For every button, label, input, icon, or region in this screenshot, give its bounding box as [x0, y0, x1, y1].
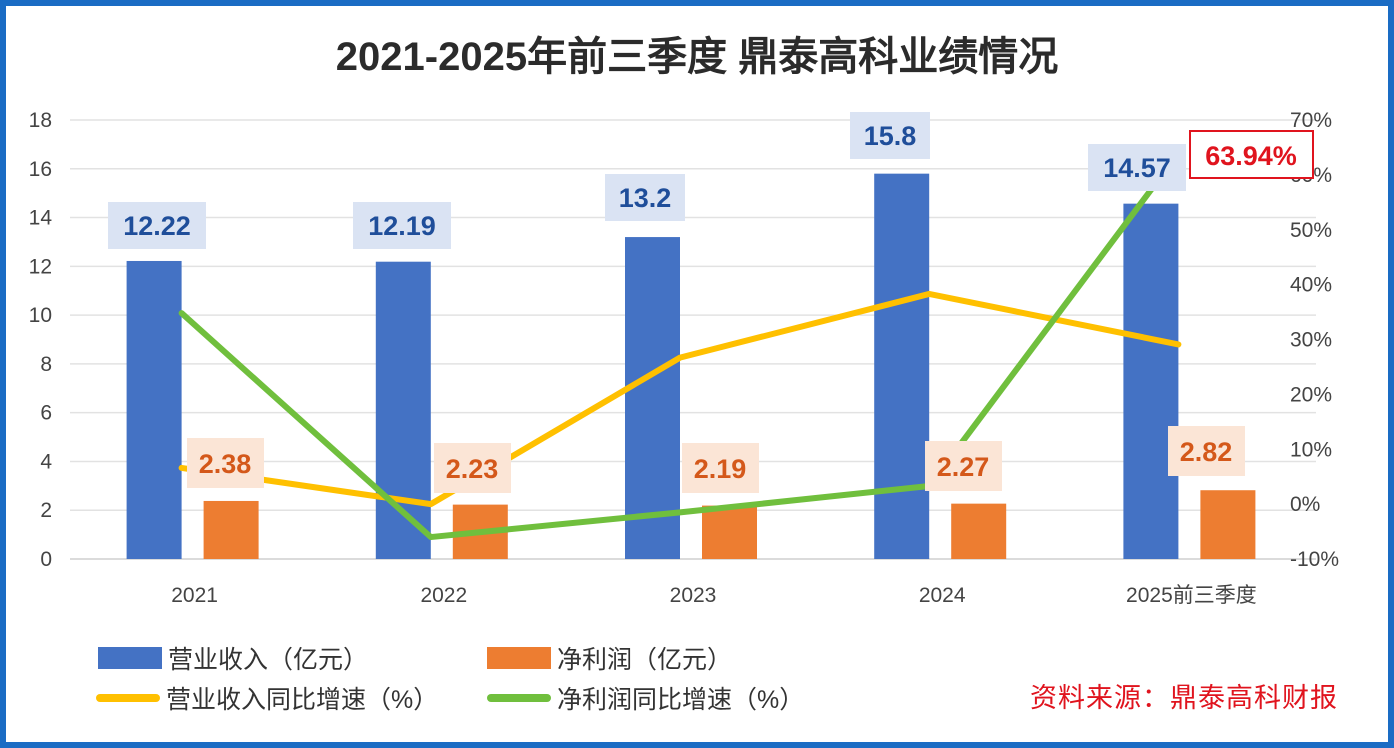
data-label-revenue: 15.8 [864, 121, 917, 151]
legend-label-profit-growth: 净利润同比增速（%） [557, 686, 805, 714]
bar-net-profit [1200, 490, 1256, 559]
data-label-net-profit: 2.19 [694, 454, 747, 484]
legend-label-revenue-growth: 营业收入同比增速（%） [166, 686, 439, 714]
bar-net-profit [951, 503, 1007, 559]
line-revenue-growth [178, 290, 1182, 508]
bar-net-profit [203, 500, 259, 559]
category-label: 2023 [670, 584, 717, 607]
left-axis-tick: 0 [40, 548, 52, 571]
legend-swatch-revenue-growth [96, 694, 160, 702]
data-label-bg-revenue [108, 202, 206, 249]
data-label-revenue: 12.19 [368, 211, 436, 241]
legend-swatch-net-profit [487, 647, 551, 669]
right-axis-tick: 20% [1290, 383, 1332, 406]
legend-item-profit-growth: 净利润同比增速（%） [487, 680, 804, 716]
data-label-revenue: 12.22 [123, 211, 191, 241]
data-label-bg-net-profit [925, 441, 1002, 491]
line-profit-growth [178, 177, 1162, 541]
bar-revenue [1123, 203, 1179, 560]
left-axis-tick: 6 [40, 402, 52, 425]
data-label-net-profit: 2.27 [937, 452, 990, 482]
left-axis-tick: 16 [29, 158, 52, 181]
legend-item-revenue-growth: 营业收入同比增速（%） [96, 680, 438, 716]
data-label-net-profit: 2.82 [1180, 437, 1233, 467]
annotation-box-profit-growth [1189, 130, 1314, 179]
right-axis-tick: -10% [1290, 548, 1339, 571]
bar-net-profit [702, 505, 757, 559]
right-axis-tick: 50% [1290, 219, 1332, 242]
data-label-revenue: 14.57 [1103, 153, 1171, 183]
legend-item-revenue: 营业收入（亿元） [98, 640, 368, 676]
legend-swatch-revenue [98, 647, 162, 669]
data-label-bg-revenue [850, 112, 930, 159]
legend-label-net-profit: 净利润（亿元） [557, 646, 733, 674]
right-axis-tick: 10% [1290, 438, 1332, 461]
bar-revenue [874, 173, 930, 559]
data-label-bg-net-profit [682, 443, 759, 493]
data-label-bg-net-profit [1168, 426, 1245, 476]
left-axis-tick: 2 [40, 499, 52, 522]
data-label-bg-net-profit [434, 443, 511, 493]
left-axis-tick: 8 [40, 353, 52, 376]
right-axis-tick: 70% [1290, 109, 1332, 132]
left-axis-tick: 4 [40, 450, 52, 473]
category-label: 2025前三季度 [1126, 584, 1257, 607]
data-label-revenue: 13.2 [619, 183, 672, 213]
data-label-bg-revenue [353, 202, 451, 249]
right-axis-tick: 30% [1290, 329, 1332, 352]
left-axis-tick: 18 [29, 109, 52, 132]
right-axis-tick: 40% [1290, 274, 1332, 297]
data-label-net-profit: 2.23 [446, 454, 499, 484]
legend-label-revenue: 营业收入（亿元） [168, 646, 369, 674]
legend-item-net-profit: 净利润（亿元） [487, 640, 732, 676]
right-axis-tick: 0% [1290, 493, 1320, 516]
left-axis-tick: 12 [29, 255, 52, 278]
data-source-note: 资料来源：鼎泰高科财报 [1030, 683, 1338, 713]
data-label-bg-revenue [605, 174, 685, 221]
bar-revenue [126, 260, 182, 559]
left-axis-tick: 14 [29, 207, 53, 230]
category-label: 2022 [420, 584, 467, 607]
data-label-net-profit: 2.38 [199, 449, 252, 479]
bar-revenue [625, 237, 680, 560]
category-label: 2024 [919, 584, 966, 607]
annotation-profit-growth: 63.94% [1205, 141, 1297, 171]
legend-swatch-profit-growth [487, 694, 551, 702]
left-axis-tick: 10 [29, 304, 52, 327]
data-label-bg-revenue [1088, 144, 1186, 191]
category-label: 2021 [171, 584, 218, 607]
data-label-bg-net-profit [187, 438, 264, 488]
chart-title: 2021-2025年前三季度 鼎泰高科业绩情况 [335, 35, 1059, 79]
